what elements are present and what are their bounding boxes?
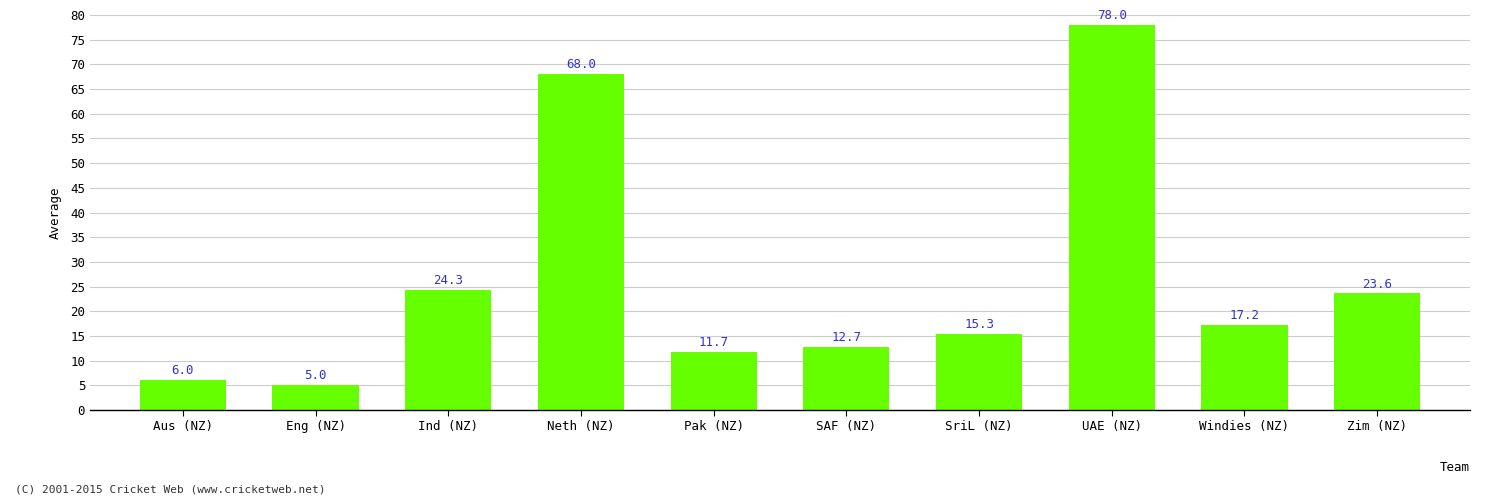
Text: 11.7: 11.7: [699, 336, 729, 349]
Text: 12.7: 12.7: [831, 332, 861, 344]
Text: 6.0: 6.0: [171, 364, 194, 378]
Bar: [936, 334, 1022, 410]
Bar: [802, 348, 889, 410]
Text: (C) 2001-2015 Cricket Web (www.cricketweb.net): (C) 2001-2015 Cricket Web (www.cricketwe…: [15, 485, 326, 495]
Bar: [1068, 25, 1155, 410]
Text: Team: Team: [1440, 462, 1470, 474]
Y-axis label: Average: Average: [50, 186, 62, 239]
Bar: [1334, 294, 1420, 410]
Bar: [140, 380, 226, 410]
Text: 23.6: 23.6: [1362, 278, 1392, 290]
Bar: [1202, 325, 1287, 410]
Bar: [405, 290, 492, 410]
Text: 24.3: 24.3: [433, 274, 464, 287]
Text: 78.0: 78.0: [1096, 9, 1126, 22]
Text: 68.0: 68.0: [566, 58, 596, 71]
Bar: [538, 74, 624, 410]
Bar: [670, 352, 758, 410]
Text: 17.2: 17.2: [1230, 309, 1260, 322]
Text: 15.3: 15.3: [964, 318, 994, 332]
Bar: [273, 386, 358, 410]
Text: 5.0: 5.0: [304, 370, 327, 382]
